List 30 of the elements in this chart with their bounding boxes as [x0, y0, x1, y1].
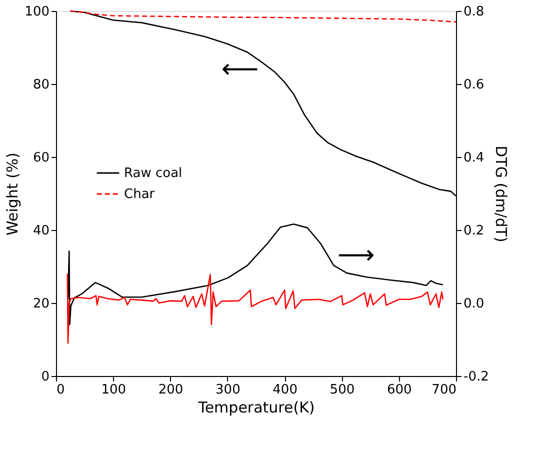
x-tick-label: 400	[272, 382, 298, 398]
x-axis-title: Temperature(K)	[197, 398, 315, 416]
y2-tick-label: 0.2	[464, 224, 484, 238]
y-tick-label: 40	[32, 224, 50, 238]
y-tick-label: 80	[32, 78, 50, 92]
y2-tick-label: 0.8	[464, 4, 484, 20]
y-tick-label: 0	[41, 370, 50, 384]
x-tick-label: 700	[432, 382, 456, 398]
annotation: ⟵	[221, 54, 259, 84]
y2-tick-label: -0.2	[464, 370, 489, 384]
y2-tick-label: 0.0	[464, 296, 484, 312]
x-tick-label: 100	[101, 382, 126, 398]
line-series	[70, 10, 457, 23]
legend-label: Raw coal	[124, 166, 182, 181]
x-tick-label: 200	[158, 382, 184, 398]
y-axis-title: Weight (%)	[4, 152, 22, 236]
y-tick-label: 20	[32, 296, 50, 312]
annotation: ⟶	[337, 240, 375, 271]
y2-axis-title: DTG (dm/dT)	[492, 146, 510, 242]
y2-tick-label: 0.6	[464, 78, 484, 92]
x-tick-label: 500	[330, 382, 355, 398]
x-tick-label: 0	[56, 382, 65, 398]
y2-tick-label: 0.4	[464, 150, 484, 166]
y-tick-label: 60	[32, 150, 50, 166]
y-tick-label: 100	[24, 4, 50, 20]
x-tick-label: 300	[216, 382, 240, 398]
line-series	[66, 273, 444, 344]
line-series	[67, 224, 444, 326]
x-tick-label: 600	[386, 382, 412, 398]
legend-label: Char	[124, 187, 156, 202]
